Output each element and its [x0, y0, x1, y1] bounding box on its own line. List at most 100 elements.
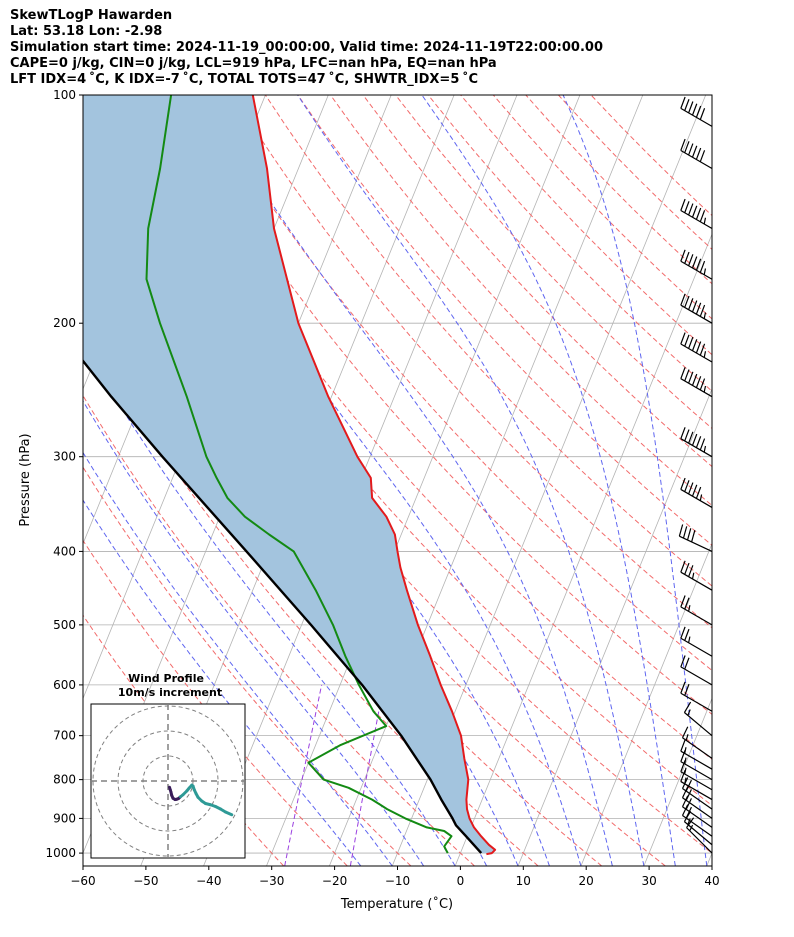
dry-adiabat — [558, 95, 712, 251]
hodograph-subtitle: 10m/s increment — [118, 686, 222, 699]
wind-barb — [680, 769, 713, 801]
wind-barb — [680, 560, 713, 591]
y-tick-label: 400 — [53, 544, 76, 558]
isotherm — [0, 95, 14, 866]
x-tick-label: −30 — [259, 874, 284, 888]
wind-barb — [683, 701, 713, 737]
wind-barb — [680, 427, 713, 458]
y-tick-label: 1000 — [45, 846, 76, 860]
stability-line: CAPE=0 j/kg, CIN=0 j/kg, LCL=919 hPa, LF… — [10, 56, 497, 71]
moist-adiabat — [83, 399, 425, 866]
y-tick-label: 500 — [53, 618, 76, 632]
wind-barb — [680, 293, 713, 324]
location-line: Lat: 53.18 Lon: -2.98 — [10, 24, 163, 39]
y-tick-label: 800 — [53, 773, 76, 787]
moist-adiabat — [132, 95, 582, 866]
wind-barb — [680, 760, 713, 791]
wind-barb — [680, 138, 713, 169]
isotherm — [517, 387, 712, 866]
isotherm — [706, 852, 712, 866]
x-axis-ticks: −60 −50 −40 −30 −20 −10 0 10 20 30 40 — [70, 866, 720, 888]
dry-adiabat — [525, 95, 712, 285]
y-tick-label: 700 — [53, 729, 76, 743]
dry-adiabat — [330, 95, 712, 507]
y-axis-label: Pressure (hPa) — [18, 433, 33, 526]
wind-barbs — [678, 96, 713, 854]
x-axis-label: Temperature (˚C) — [340, 896, 453, 912]
dry-adiabat — [83, 394, 475, 866]
dry-adiabat — [590, 95, 712, 217]
wind-barb — [680, 681, 713, 712]
wind-barb — [680, 96, 713, 127]
wind-barb — [681, 726, 713, 759]
isotherm — [328, 95, 644, 866]
dry-adiabat — [427, 95, 712, 392]
wind-barb — [680, 249, 713, 280]
wind-barb — [680, 626, 713, 657]
wind-barb — [681, 804, 713, 837]
wind-barb — [680, 198, 713, 230]
y-tick-label: 200 — [53, 316, 76, 330]
mixing-ratio-line — [349, 684, 385, 866]
temperature-line — [251, 95, 497, 856]
hodograph-title: Wind Profile — [128, 672, 204, 685]
x-tick-label: 30 — [641, 874, 656, 888]
wind-barb — [680, 367, 713, 398]
x-tick-label: 0 — [457, 874, 465, 888]
x-tick-label: −60 — [70, 874, 95, 888]
dewpoint-line — [145, 95, 453, 854]
chart-title: SkewTLogP Hawarden — [10, 8, 173, 23]
hodograph-segment — [224, 810, 234, 817]
dry-adiabat — [264, 95, 712, 587]
moist-adiabat — [562, 95, 708, 866]
y-tick-label: 100 — [53, 88, 76, 102]
wind-barb — [686, 817, 713, 854]
indices-line: LFT IDX=4 ˚C, K IDX=-7 ˚C, TOTAL TOTS=47… — [10, 72, 478, 87]
isotherm — [643, 697, 712, 866]
y-tick-label: 300 — [53, 450, 76, 464]
dry-adiabat — [83, 187, 666, 866]
x-tick-label: −50 — [133, 874, 158, 888]
hodograph-ring — [117, 730, 219, 832]
wind-barb — [680, 477, 713, 508]
parcel-line — [83, 359, 483, 854]
isotherm — [580, 542, 712, 866]
dry-adiabat — [232, 95, 712, 629]
dry-adiabat — [199, 95, 712, 672]
isotherm — [454, 233, 712, 866]
isotherm — [266, 95, 581, 866]
dry-adiabat — [83, 539, 348, 866]
wind-barb — [680, 595, 713, 626]
hodograph: Wind Profile 10m/s increment — [90, 672, 246, 859]
x-tick-label: 40 — [704, 874, 719, 888]
x-tick-label: −20 — [322, 874, 347, 888]
profile-series — [83, 95, 497, 856]
y-axis-ticks: 100 200 300 400 500 600 700 800 900 1000 — [45, 88, 83, 860]
wind-barb — [680, 655, 713, 686]
x-tick-label: 20 — [579, 874, 594, 888]
moist-adiabat — [421, 95, 676, 866]
cin-shading — [83, 95, 496, 854]
moist-adiabat — [297, 95, 645, 866]
chart-header: SkewTLogP Hawarden Lat: 53.18 Lon: -2.98… — [10, 8, 780, 88]
wind-barb — [680, 332, 713, 363]
x-tick-label: 10 — [516, 874, 531, 888]
x-tick-label: −40 — [196, 874, 221, 888]
wind-barb — [678, 524, 713, 552]
y-tick-label: 600 — [53, 678, 76, 692]
moist-adiabat — [83, 451, 393, 866]
x-tick-label: −10 — [385, 874, 410, 888]
time-line: Simulation start time: 2024-11-19_00:00:… — [10, 40, 603, 55]
cape-cin-fill — [83, 95, 496, 854]
wind-barb — [680, 739, 713, 770]
dry-adiabat — [83, 466, 412, 866]
dry-adiabat — [167, 95, 712, 715]
mixing-ratio-line — [284, 684, 323, 866]
moist-adiabat — [83, 499, 362, 866]
dry-adiabat — [297, 95, 712, 546]
moist-adiabat — [203, 95, 613, 866]
isotherm — [0, 95, 77, 866]
y-tick-label: 900 — [53, 811, 76, 825]
dry-adiabat — [460, 95, 712, 356]
